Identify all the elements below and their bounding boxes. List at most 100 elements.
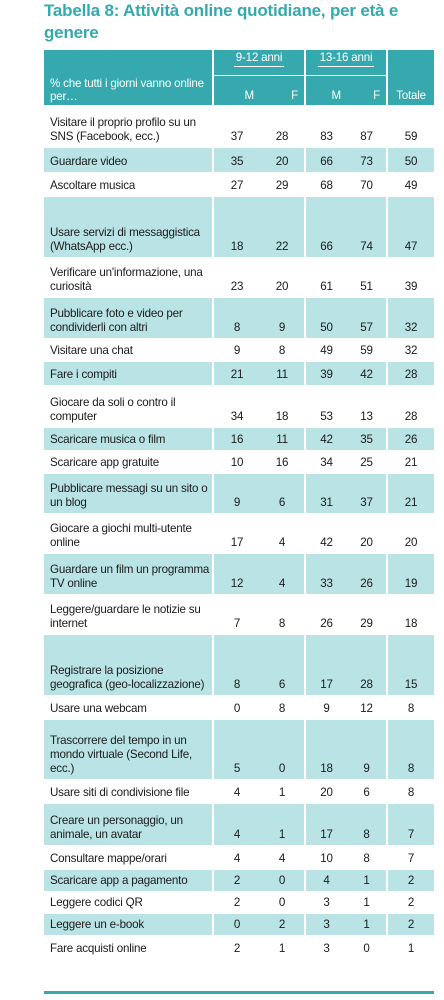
cell-total: 2 [388, 870, 435, 892]
cell-m-9-12: 2 [214, 870, 260, 892]
cell-f-9-12: 1 [260, 804, 307, 846]
cell-total: 8 [388, 780, 435, 804]
row-label: Giocare a giochi multi-utente online [44, 514, 214, 554]
cell-m-13-16: 31 [306, 474, 348, 514]
row-label: Guardare video [44, 148, 214, 173]
cell-total: 2 [388, 892, 435, 914]
table-title: Tabella 8: Attività online quotidiane, p… [44, 1, 399, 42]
cell-f-13-16: 8 [347, 804, 389, 846]
table-row: Visitare una chat 9 8 49 59 32 [44, 339, 435, 362]
cell-m-13-16: 53 [306, 386, 348, 428]
cell-total: 26 [388, 428, 435, 451]
cell-m-9-12: 4 [214, 804, 260, 846]
cell-m-9-12: 4 [214, 846, 260, 870]
cell-f-9-12: 11 [260, 362, 307, 386]
table-row: Giocare da soli o contro il computer 34 18… [44, 386, 435, 428]
cell-f-13-16: 9 [347, 720, 389, 780]
cell-f-9-12: 6 [260, 474, 307, 514]
cell-f-13-16: 12 [347, 696, 389, 720]
cell-m-13-16: 4 [306, 870, 348, 892]
cell-f-9-12: 22 [260, 197, 307, 258]
table-row: Pubblicare foto e video per condividerli… [44, 298, 435, 339]
cell-f-13-16: 25 [347, 451, 389, 474]
table-row: Visitare il proprio profilo su un SNS (F… [44, 106, 435, 148]
row-label: Consultare mappe/orari [44, 846, 214, 870]
cell-total: 15 [388, 635, 435, 696]
cell-m-13-16: 33 [306, 554, 348, 595]
cell-f-13-16: 13 [347, 386, 389, 428]
cell-f-9-12: 2 [260, 914, 307, 936]
row-label: Pubblicare messagi su un sito o un blog [44, 474, 214, 514]
cell-f-9-12: 16 [260, 451, 307, 474]
cell-m-9-12: 18 [214, 197, 260, 258]
cell-m-13-16: 20 [306, 780, 348, 804]
table-row: Usare servizi di messaggistica (WhatsApp… [44, 197, 435, 258]
cell-f-13-16: 0 [347, 936, 389, 960]
header-row-groups: % che tutti i giorni vanno online per… 9… [44, 50, 435, 106]
cell-m-9-12: 23 [214, 258, 260, 298]
cell-f-9-12: 28 [260, 106, 307, 148]
cell-f-9-12: 20 [260, 148, 307, 173]
cell-f-9-12: 0 [260, 720, 307, 780]
cell-total: 47 [388, 197, 435, 258]
cell-f-9-12: 9 [260, 298, 307, 339]
cell-f-13-16: 37 [347, 474, 389, 514]
cell-f-13-16: 1 [347, 914, 389, 936]
cell-f-9-12: 11 [260, 428, 307, 451]
cell-m-9-12: 0 [214, 696, 260, 720]
cell-m-13-16: 3 [306, 914, 348, 936]
cell-f-13-16: 42 [347, 362, 389, 386]
cell-f-13-16: 35 [347, 428, 389, 451]
table-row: Scaricare musica o film 16 11 42 35 26 [44, 428, 435, 451]
row-label: Pubblicare foto e video per condividerli… [44, 298, 214, 339]
cell-f-13-16: 20 [347, 514, 389, 554]
row-label: Creare un personaggio, un animale, un av… [44, 804, 214, 846]
cell-total: 32 [388, 339, 435, 362]
cell-total: 8 [388, 696, 435, 720]
row-label: Leggere/guardare le notizie su internet [44, 595, 214, 635]
row-label: Visitare una chat [44, 339, 214, 362]
row-label: Ascoltare musica [44, 173, 214, 197]
cell-f-9-12: 0 [260, 870, 307, 892]
cell-total: 20 [388, 514, 435, 554]
cell-total: 2 [388, 914, 435, 936]
cell-m-13-16: 42 [306, 514, 348, 554]
table-row: Consultare mappe/orari 4 4 10 8 7 [44, 846, 435, 870]
cell-m-9-12: 16 [214, 428, 260, 451]
cell-f-13-16: 29 [347, 595, 389, 635]
table-row: Giocare a giochi multi-utente online 17 4 4… [44, 514, 435, 554]
cell-total: 18 [388, 595, 435, 635]
cell-f-13-16: 26 [347, 554, 389, 595]
column-header-m-9-12: M [214, 76, 260, 106]
cell-f-9-12: 1 [260, 780, 307, 804]
row-label: Fare acquisti online [44, 936, 214, 960]
cell-total: 7 [388, 804, 435, 846]
table-row: Trascorrere del tempo in un mondo virtua… [44, 720, 435, 780]
cell-total: 21 [388, 451, 435, 474]
cell-m-13-16: 49 [306, 339, 348, 362]
cell-m-9-12: 8 [214, 298, 260, 339]
cell-f-9-12: 20 [260, 258, 307, 298]
cell-total: 21 [388, 474, 435, 514]
column-header-label: % che tutti i giorni vanno online per… [44, 50, 214, 106]
cell-m-13-16: 10 [306, 846, 348, 870]
cell-f-9-12: 1 [260, 936, 307, 960]
cell-m-9-12: 9 [214, 474, 260, 514]
cell-m-13-16: 42 [306, 428, 348, 451]
table-row: Fare i compiti 21 11 39 42 28 [44, 362, 435, 386]
row-label: Scaricare app a pagamento [44, 870, 214, 892]
cell-m-13-16: 34 [306, 451, 348, 474]
cell-m-13-16: 9 [306, 696, 348, 720]
cell-total: 59 [388, 106, 435, 148]
column-group-9-12: 9-12 anni [214, 50, 307, 76]
cell-f-13-16: 74 [347, 197, 389, 258]
cell-m-13-16: 66 [306, 197, 348, 258]
row-label: Verificare un'informazione, una curiosit… [44, 258, 214, 298]
cell-f-13-16: 70 [347, 173, 389, 197]
cell-m-13-16: 18 [306, 720, 348, 780]
cell-m-9-12: 17 [214, 514, 260, 554]
cell-m-9-12: 27 [214, 173, 260, 197]
cell-f-13-16: 51 [347, 258, 389, 298]
column-header-total: Totale [388, 50, 435, 106]
row-label: Scaricare app gratuite [44, 451, 214, 474]
